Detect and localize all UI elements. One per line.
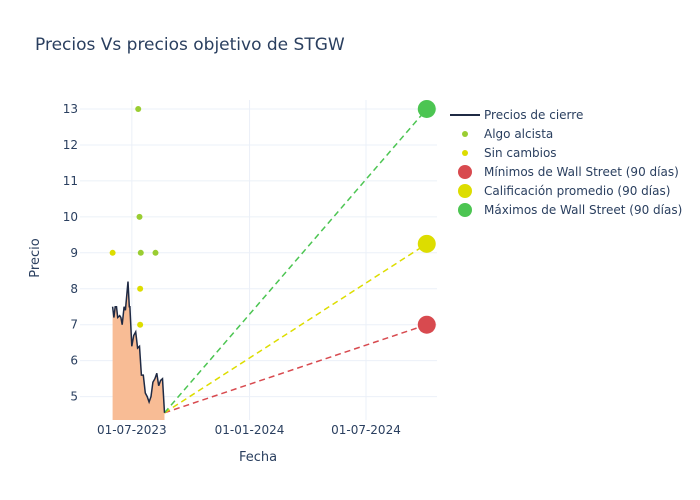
y-tick-label: 7 bbox=[70, 318, 78, 332]
y-tick-label: 13 bbox=[63, 102, 78, 116]
target-line bbox=[164, 243, 428, 414]
legend-swatch-target bbox=[458, 203, 472, 217]
tick-labels: 5 6 7 8 9 10 11 12 13 01-07-2023 01-01-2024 01-07-2… bbox=[63, 102, 401, 437]
legend-label: Precios de cierre bbox=[484, 108, 583, 122]
legend-swatch-target bbox=[458, 184, 472, 198]
legend-label: Algo alcista bbox=[484, 127, 553, 141]
rating-marker bbox=[136, 213, 143, 220]
y-tick-label: 11 bbox=[63, 174, 78, 188]
x-tick-label: 01-07-2023 bbox=[97, 423, 167, 437]
x-tick-label: 01-01-2024 bbox=[215, 423, 285, 437]
legend-label: Sin cambios bbox=[484, 146, 557, 160]
legend-label: Mínimos de Wall Street (90 días) bbox=[484, 165, 679, 179]
line-layer bbox=[111, 281, 166, 413]
target-lines-layer bbox=[163, 108, 428, 414]
legend-label: Máximos de Wall Street (90 días) bbox=[484, 203, 682, 217]
target-line bbox=[163, 108, 428, 414]
target-marker bbox=[417, 99, 436, 118]
legend-swatch-marker bbox=[462, 131, 468, 137]
rating-marker bbox=[137, 321, 144, 328]
y-tick-label: 5 bbox=[70, 390, 78, 404]
closing-price-area bbox=[112, 281, 165, 420]
y-tick-label: 12 bbox=[63, 138, 78, 152]
legend-label: Calificación promedio (90 días) bbox=[484, 184, 670, 198]
rating-marker bbox=[152, 249, 159, 256]
area-layer bbox=[112, 281, 165, 420]
y-tick-label: 10 bbox=[63, 210, 78, 224]
legend[interactable]: Precios de cierre Algo alcista Sin cambios… bbox=[450, 108, 682, 217]
y-axis-label: Precio bbox=[28, 238, 43, 277]
y-tick-label: 9 bbox=[70, 246, 78, 260]
y-tick-label: 6 bbox=[70, 354, 78, 368]
target-marker bbox=[417, 315, 436, 334]
marker-layer bbox=[109, 99, 436, 334]
x-axis-label: Fecha bbox=[239, 450, 277, 465]
chart-title: Precios Vs precios objetivo de STGW bbox=[35, 35, 345, 55]
legend-swatch-target bbox=[458, 165, 472, 179]
closing-price-line bbox=[111, 281, 166, 413]
rating-marker bbox=[135, 105, 142, 112]
legend-swatch-marker bbox=[462, 150, 468, 156]
x-tick-label: 01-07-2024 bbox=[331, 423, 401, 437]
rating-marker bbox=[137, 285, 144, 292]
rating-marker bbox=[137, 249, 144, 256]
target-marker bbox=[417, 234, 436, 253]
y-tick-label: 8 bbox=[70, 282, 78, 296]
rating-marker bbox=[109, 249, 116, 256]
target-line bbox=[164, 324, 428, 414]
